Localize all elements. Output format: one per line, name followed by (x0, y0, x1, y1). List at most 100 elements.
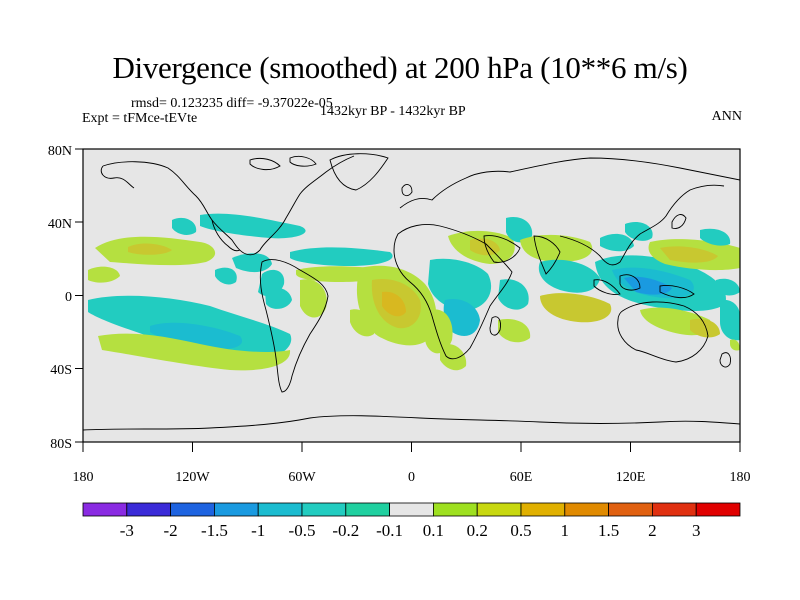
colorbar-label: -0.5 (289, 521, 316, 540)
fill-region (265, 287, 292, 309)
fill-region (540, 293, 612, 323)
fill-region (440, 343, 467, 371)
fill-region (700, 228, 731, 246)
coastline-north-america (102, 155, 355, 256)
coastline-sumatra (593, 279, 621, 295)
coastline-india (533, 235, 561, 275)
fill-region (660, 246, 718, 263)
fill-region (498, 279, 529, 310)
lon-tick-label: 60E (510, 470, 533, 485)
colorbar-label: 0.1 (423, 521, 444, 540)
colorbar-label: 1 (561, 521, 570, 540)
fill-region (200, 213, 306, 239)
fill-region (600, 233, 634, 252)
colorbar (82, 502, 741, 517)
colorbar-label: -0.1 (376, 521, 403, 540)
fill-region (172, 217, 197, 235)
coastline-japan (671, 214, 687, 229)
coastline-africa (393, 223, 513, 360)
period-label: 1432kyr BP - 1432kyr BP (320, 104, 466, 119)
colorbar-swatch (695, 502, 741, 517)
lat-tick-label: 0 (65, 290, 72, 305)
colorbar-labels: -3 -2 -1.5 -1 -0.5 -0.2 -0.1 0.1 0.2 0.5 1 1.5 2 3 (120, 521, 701, 540)
lat-ticks (75, 148, 83, 443)
lat-tick-label: 40S (50, 363, 72, 378)
colorbar-swatch (476, 502, 522, 517)
coastline-arctic-islands (249, 157, 281, 171)
lon-tick-label: 180 (730, 470, 751, 485)
colorbar-label: 2 (648, 521, 657, 540)
colorbar-swatch (389, 502, 434, 517)
fill-region (300, 279, 327, 318)
colorbar-swatch (608, 502, 653, 517)
stats-line: rmsd= 0.123235 diff= -9.37022e-05 (131, 96, 333, 111)
colorbar-label: 3 (692, 521, 701, 540)
lat-tick-label: 80S (50, 437, 72, 452)
lon-tick-label: 120E (616, 470, 646, 485)
fill-region (423, 309, 453, 354)
coastline-alaska (100, 165, 135, 189)
coastline-greenland (329, 153, 389, 191)
fill-region (625, 221, 653, 241)
colorbar-swatch (345, 502, 390, 517)
season-label: ANN (711, 109, 742, 124)
coastline-uk (401, 184, 413, 197)
fill-region (506, 216, 533, 243)
colorbar-label: 0.2 (467, 521, 488, 540)
colorbar-label: -3 (120, 521, 134, 540)
lon-tick-label: 60W (288, 470, 316, 485)
fill-region (290, 247, 393, 266)
fill-region (382, 291, 406, 317)
colorbar-swatch (170, 502, 215, 517)
coastline-australia (617, 301, 709, 363)
lon-ticks (82, 442, 741, 452)
colorbar-swatch (82, 502, 128, 517)
coastline-europe (399, 157, 740, 209)
lat-tick-label: 80N (48, 144, 72, 159)
coastline-madagascar (489, 316, 501, 336)
coastline-antarctica (83, 415, 740, 431)
coastline-east-asia (559, 184, 725, 266)
fill-region (730, 339, 740, 351)
coastline-arabia (483, 235, 521, 263)
chart-title: Divergence (smoothed) at 200 hPa (10**6 … (112, 50, 688, 85)
fill-region (498, 318, 531, 343)
colorbar-swatch (213, 502, 259, 517)
coastlines (83, 153, 740, 431)
colorbar-swatch (564, 502, 609, 517)
colorbar-swatch (257, 502, 303, 517)
lon-tick-label: 0 (408, 470, 415, 485)
fill-region (690, 318, 720, 338)
coastline-borneo (619, 274, 641, 291)
lon-tick-label: 120W (175, 470, 210, 485)
map-panel: 180 120W 60W 0 60E 120E 180 80N 40N 0 40… (48, 144, 751, 485)
colorbar-swatch (126, 502, 172, 517)
colorbar-label: -2 (164, 521, 178, 540)
fill-region (350, 309, 375, 337)
fill-region (88, 266, 120, 283)
fill-region (215, 267, 237, 285)
experiment-label: Expt = tFMce-tEVte (82, 111, 198, 126)
colorbar-swatch (520, 502, 566, 517)
lat-tick-label: 40N (48, 217, 72, 232)
fill-region (232, 253, 272, 273)
fill-region (520, 234, 593, 262)
fill-region (720, 299, 740, 341)
coastline-mexico (211, 219, 241, 252)
fill-region (443, 298, 480, 336)
colorbar-swatch (301, 502, 347, 517)
fill-region (98, 333, 291, 371)
divergence-fill (88, 213, 740, 371)
colorbar-label: -1 (251, 521, 265, 540)
lon-tick-label: 180 (73, 470, 94, 485)
colorbar-label: 0.5 (510, 521, 531, 540)
fill-region (150, 322, 243, 350)
fill-region (716, 278, 740, 296)
coastline-new-guinea (659, 285, 695, 299)
colorbar-label: 1.5 (598, 521, 619, 540)
colorbar-swatch (432, 502, 478, 517)
colorbar-label: -1.5 (201, 521, 228, 540)
coastline-arctic-islands (289, 155, 317, 167)
fill-region (128, 243, 172, 255)
